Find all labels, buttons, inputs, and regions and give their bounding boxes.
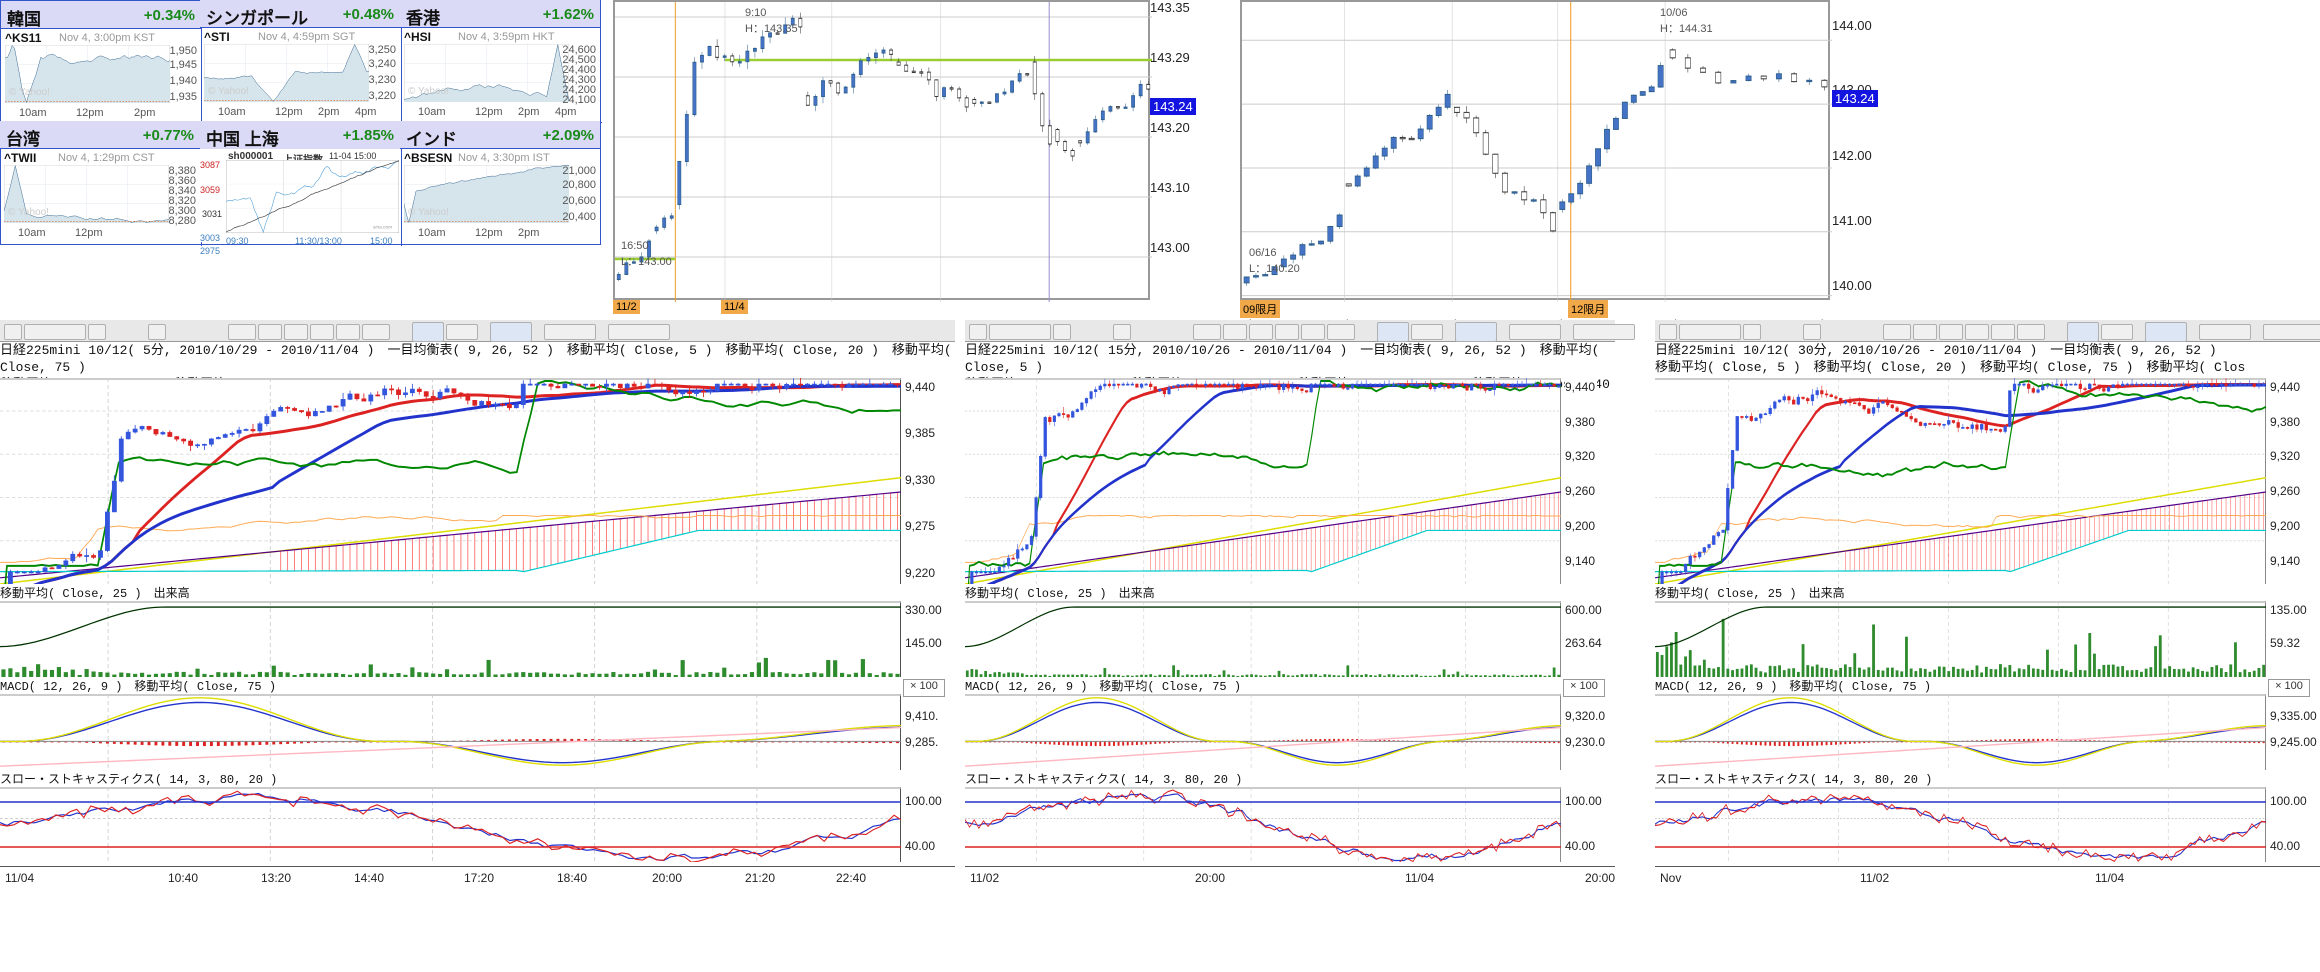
svg-text:sina.com: sina.com (373, 225, 392, 231)
